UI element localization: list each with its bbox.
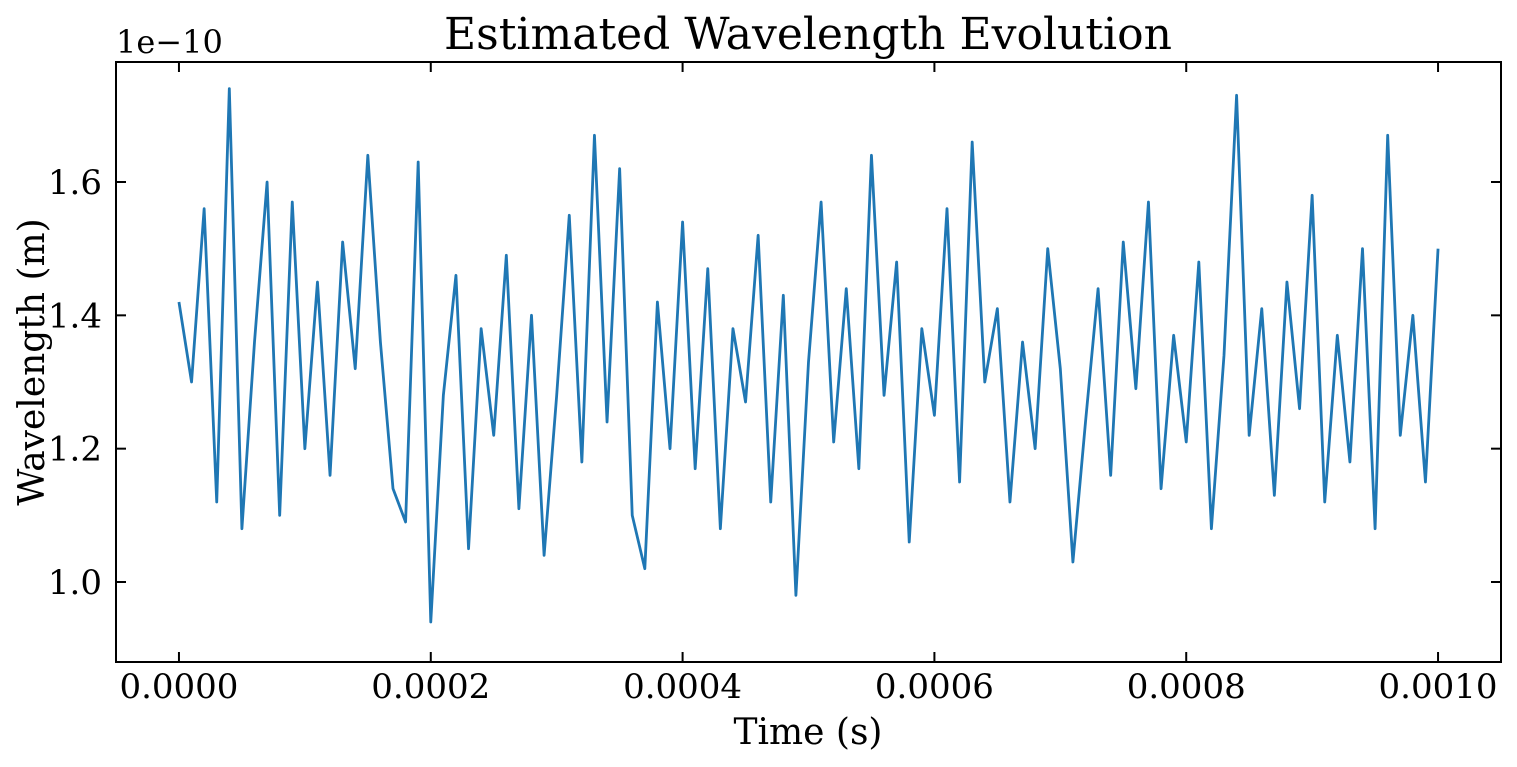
- x-tick-label-2: 0.0004: [623, 667, 742, 707]
- y-tick-label-1: 1.2: [48, 430, 102, 470]
- y-axis: 1.0 1.2 1.4 1.6: [48, 163, 1501, 603]
- plot-frame: [115, 61, 1502, 663]
- x-tick-label-3: 0.0006: [875, 667, 994, 707]
- chart-title: Estimated Wavelength Evolution: [444, 9, 1172, 60]
- x-axis-label: Time (s): [734, 712, 883, 753]
- x-axis: 0.0000 0.0002 0.0004 0.0006 0.0008 0.0010: [119, 62, 1498, 707]
- x-tick-label-4: 0.0008: [1127, 667, 1246, 707]
- y-tick-label-2: 1.4: [48, 296, 102, 336]
- y-axis-label: Wavelength (m): [12, 218, 53, 505]
- x-tick-label-1: 0.0002: [371, 667, 490, 707]
- y-tick-label-3: 1.6: [48, 163, 102, 203]
- y-tick-label-0: 1.0: [48, 563, 102, 603]
- x-tick-label-5: 0.0010: [1379, 667, 1498, 707]
- y-axis-offset-label: 1e−10: [116, 23, 223, 61]
- series-line-0: [177, 87, 1440, 624]
- x-tick-label-0: 0.0000: [119, 667, 238, 707]
- plot-area: [177, 87, 1440, 624]
